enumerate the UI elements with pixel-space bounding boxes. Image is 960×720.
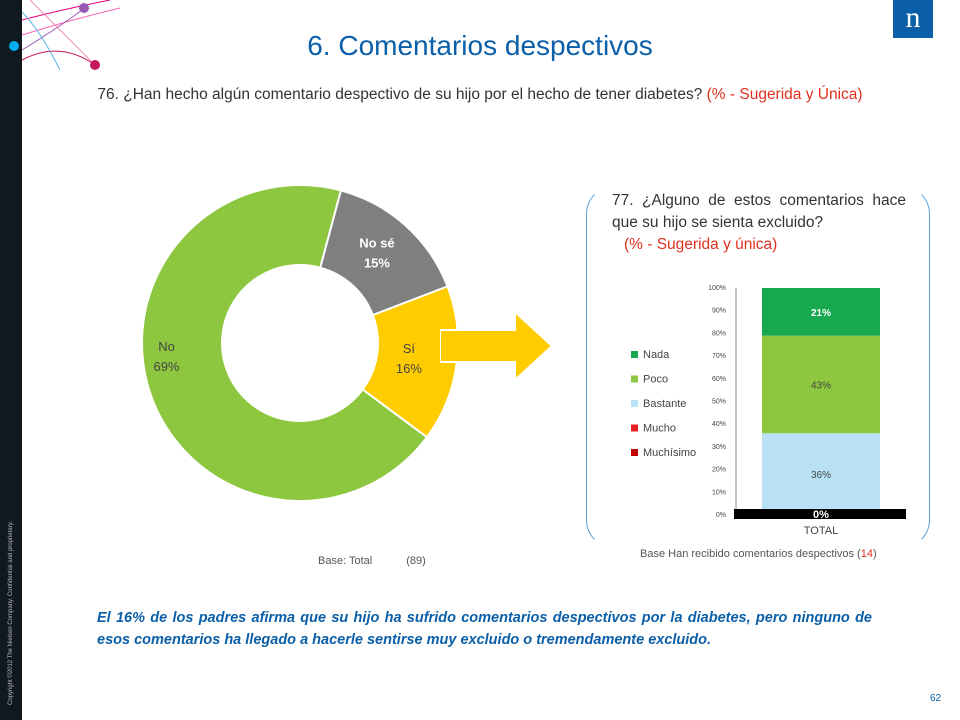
- y-tick-label: 80%: [712, 330, 726, 337]
- bar-segments: 36% 43% 21% 0% TOTAL: [734, 288, 906, 537]
- base-total-n: (89): [406, 555, 426, 567]
- y-tick-label: 50%: [712, 399, 726, 406]
- base-total: Base: Total (89): [318, 555, 426, 567]
- category-label: TOTAL: [804, 525, 838, 537]
- base-subgroup-close: ): [872, 548, 877, 560]
- decorative-lines: [9, 0, 120, 71]
- zero-label: 0%: [813, 509, 829, 521]
- legend-swatch-poco: [631, 375, 638, 383]
- summary-text: El 16% de los padres afirma que su hijo …: [97, 610, 872, 648]
- bar-segment-label-poco: 43%: [811, 380, 831, 391]
- y-axis: 0% 10% 20% 30% 40% 50% 60% 70% 80% 90% 100%: [708, 285, 737, 519]
- legend: Nada Poco Bastante Mucho Muchísimo: [631, 349, 696, 459]
- slide-title: 6. Comentarios despectivos: [307, 30, 653, 61]
- question-76-note: (% - Sugerida y Única): [706, 86, 863, 103]
- zero-band: [734, 509, 906, 519]
- left-dark-bar: [0, 0, 22, 720]
- bar-segment-nada: [762, 288, 880, 336]
- legend-swatch-muchisimo: [631, 449, 638, 456]
- y-tick-label: 60%: [712, 376, 726, 383]
- question-77-note: (% - Sugerida y única): [624, 236, 778, 253]
- question-77-text: 77. ¿Alguno de estos comentarios hace qu…: [612, 192, 906, 231]
- base-subgroup-n: 14: [860, 548, 873, 560]
- donut-label-no: No: [158, 339, 175, 354]
- base-subgroup: Base Han recibido comentarios despectivo…: [640, 548, 877, 560]
- donut-labels: No sé 15% Sí 16% No 69%: [154, 235, 423, 376]
- bar-segment-bastante: [762, 433, 880, 515]
- stacked-bar-chart: 0% 10% 20% 30% 40% 50% 60% 70% 80% 90% 100% 36% 43%…: [631, 285, 906, 537]
- bar-segment-label-nada: 21%: [811, 308, 831, 319]
- donut-slices: [141, 184, 459, 502]
- donut-slice-no-se: [318, 189, 449, 317]
- question-76-text: 76. ¿Han hecho algún comentario despecti…: [97, 86, 703, 103]
- legend-label-muchisimo: Muchísimo: [643, 447, 696, 459]
- y-tick-label: 90%: [712, 308, 726, 315]
- donut-value-no: 69%: [154, 359, 180, 374]
- legend-swatch-bastante: [631, 400, 638, 407]
- copyright-text: Copyright ©2012 The Nielsen Company. Con…: [8, 521, 14, 705]
- legend-swatch-mucho: [631, 424, 638, 432]
- nielsen-logo: [893, 0, 933, 38]
- y-tick-label: 30%: [712, 444, 726, 451]
- y-tick-label: 20%: [712, 467, 726, 474]
- legend-label-poco: Poco: [643, 374, 668, 386]
- question-76: 76. ¿Han hecho algún comentario despecti…: [0, 86, 960, 104]
- donut-chart: No sé 15% Sí 16% No 69%: [141, 184, 459, 502]
- bar-segment-label-bastante: 36%: [811, 470, 831, 481]
- base-subgroup-label: Base Han recibido comentarios despectivo…: [640, 548, 861, 560]
- donut-value-si: 16%: [396, 361, 422, 376]
- legend-label-nada: Nada: [643, 349, 670, 361]
- y-tick-label: 10%: [712, 489, 726, 496]
- donut-label-no-se: No sé: [359, 235, 394, 250]
- base-total-label: Base: Total: [318, 555, 373, 567]
- y-tick-label: 70%: [712, 353, 726, 360]
- legend-label-bastante: Bastante: [643, 398, 686, 410]
- y-tick-label: 40%: [712, 421, 726, 428]
- bar-panel-frame: [586, 186, 930, 548]
- page-number: 62: [930, 693, 942, 704]
- donut-slice-no: [141, 184, 429, 502]
- y-tick-label: 100%: [708, 285, 726, 292]
- legend-swatch-nada: [631, 351, 638, 358]
- bar-segment-poco: [762, 335, 880, 434]
- donut-value-no-se: 15%: [364, 255, 390, 270]
- arrow-shape: [440, 310, 554, 382]
- legend-label-mucho: Mucho: [643, 423, 676, 435]
- y-tick-label: 0%: [716, 512, 726, 519]
- nielsen-logo-letter: n: [905, 1, 921, 34]
- donut-label-si: Sí: [403, 341, 416, 356]
- question-77: 77. ¿Alguno de estos comentarios hace qu…: [612, 190, 906, 256]
